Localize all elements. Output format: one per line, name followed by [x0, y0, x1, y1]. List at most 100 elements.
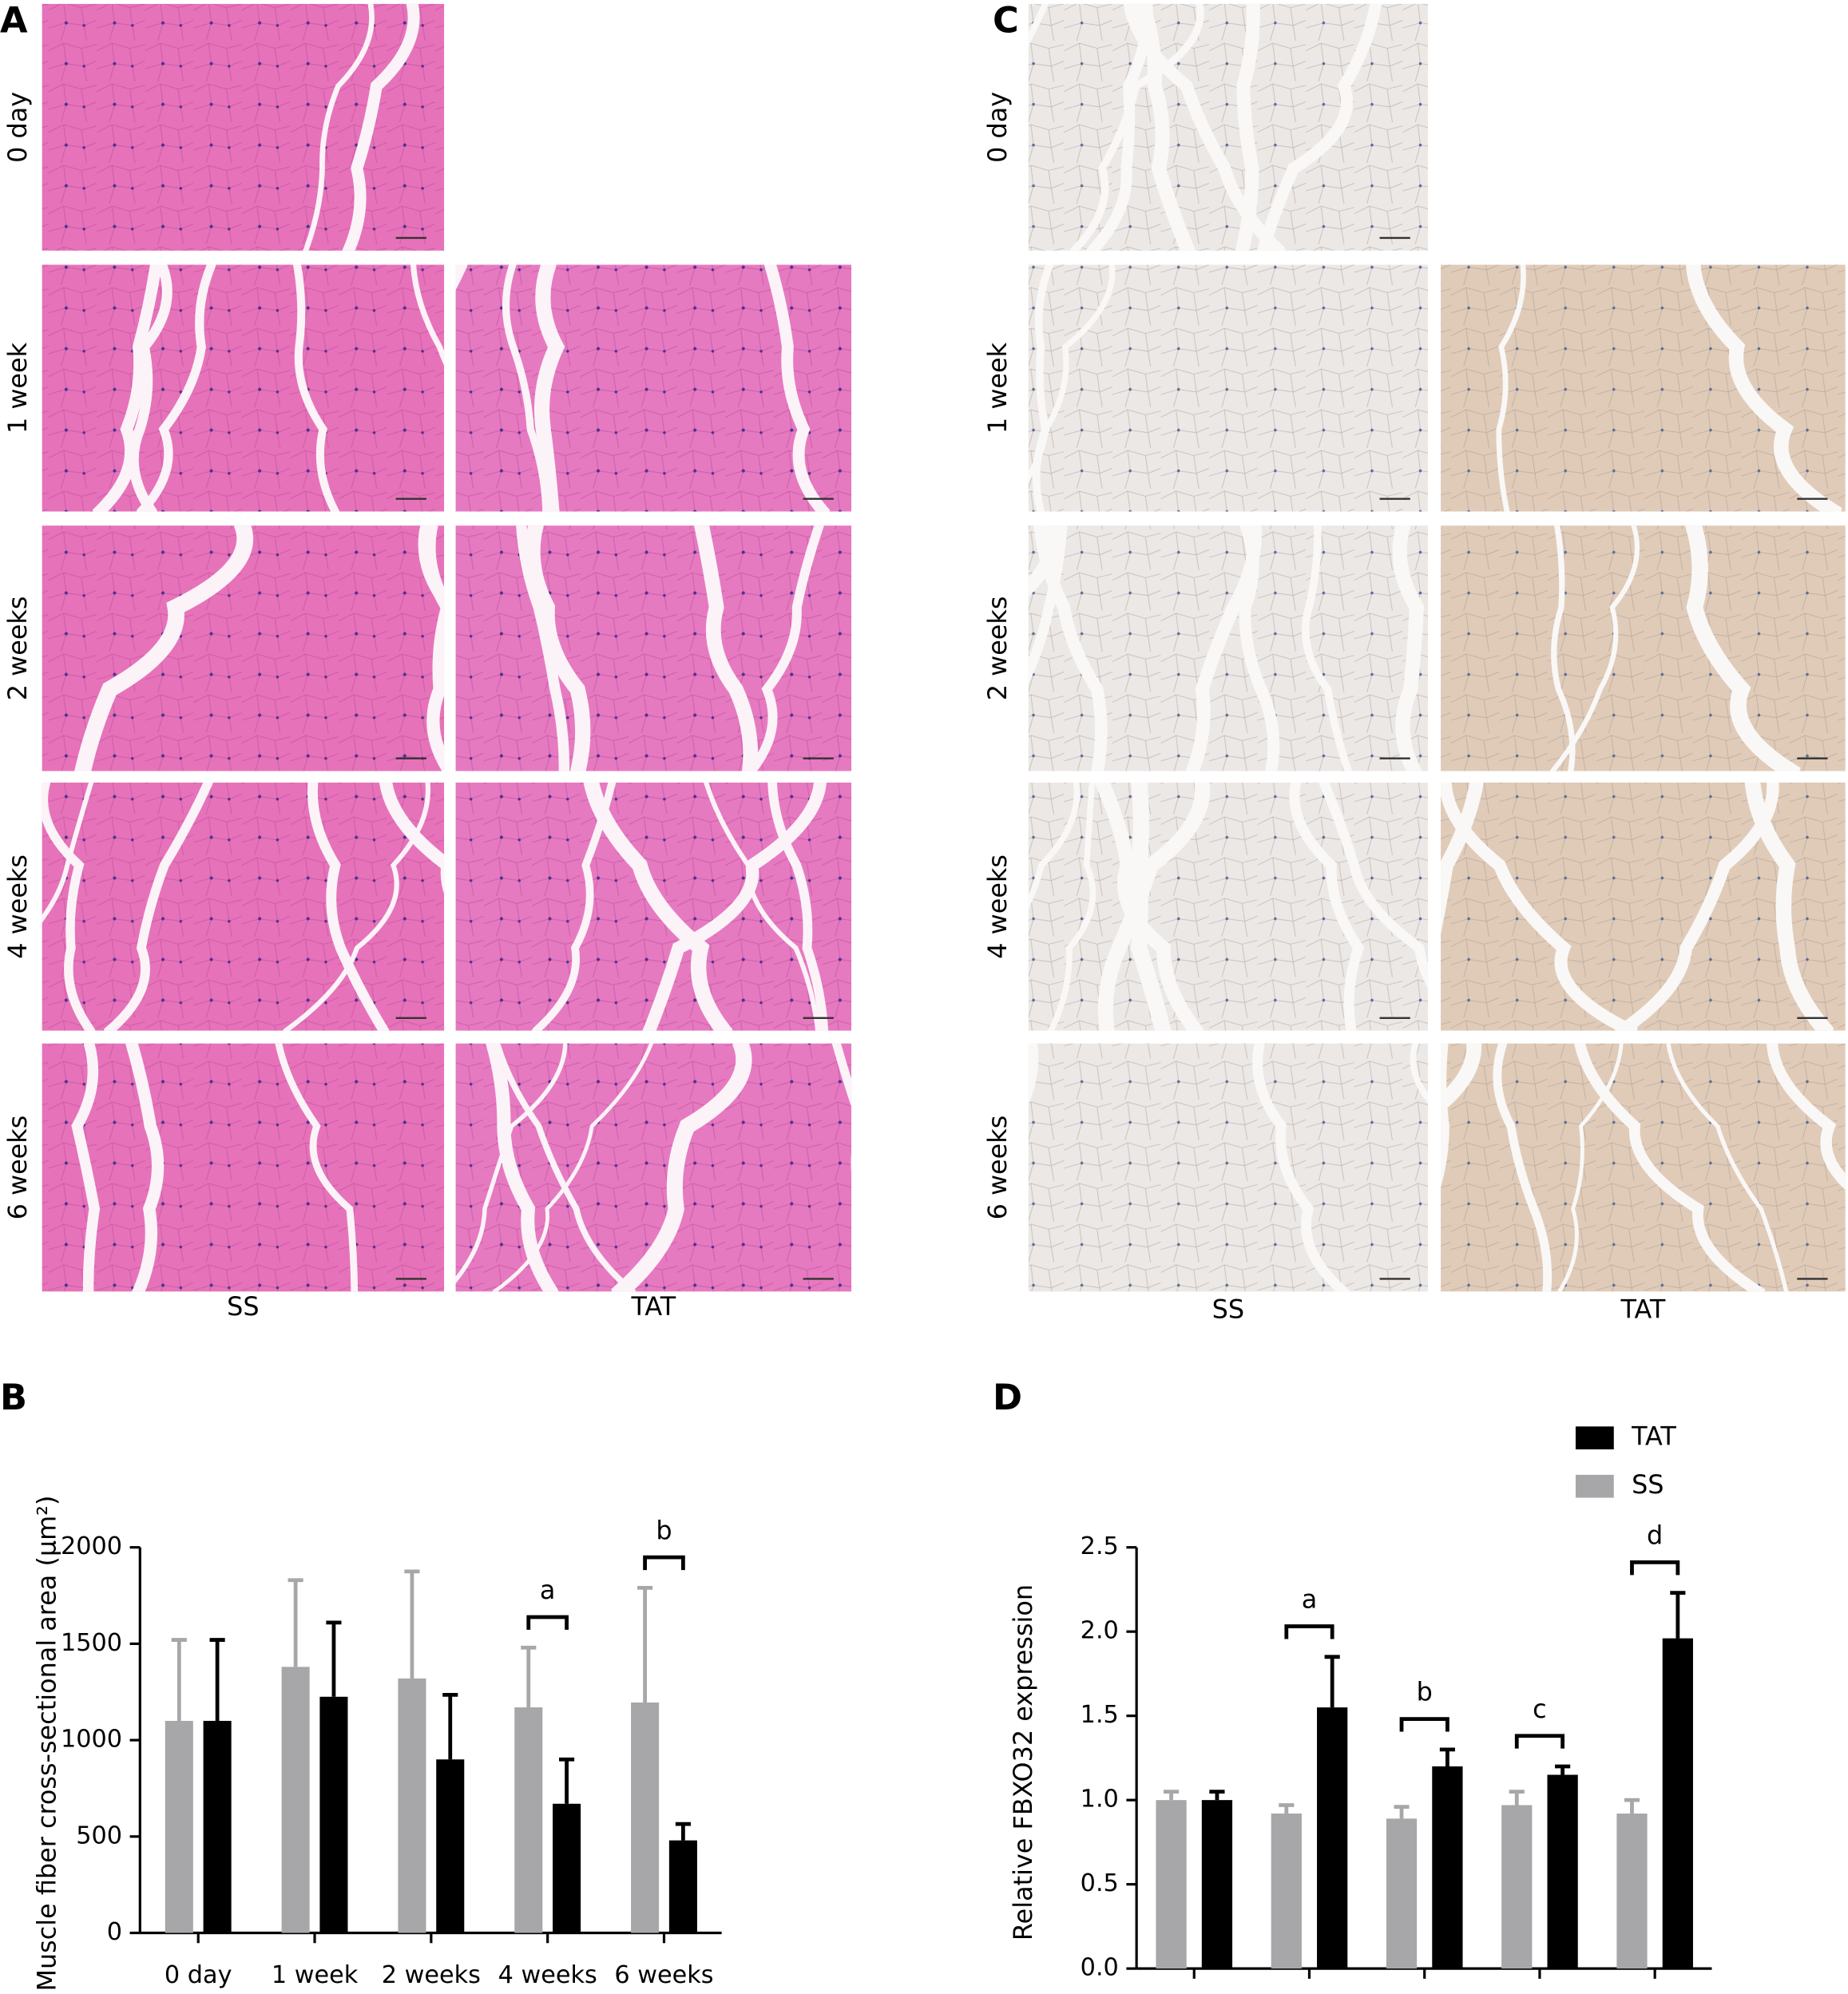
- significance-label: d: [1647, 1520, 1663, 1551]
- significance-bracket: [1630, 1560, 1680, 1576]
- tissue-gap: [502, 264, 550, 512]
- tissue-gap: [455, 1043, 568, 1284]
- legend-swatch: [1575, 1426, 1614, 1449]
- row-label: 4 weeks: [982, 854, 1013, 959]
- tissue-gap: [74, 525, 253, 771]
- error-bar: [1439, 1747, 1455, 1766]
- tissue-gap: [125, 1043, 165, 1292]
- tissue-texture: [42, 264, 445, 512]
- micrograph: [42, 264, 445, 512]
- y-tick-label: 0.5: [1081, 1869, 1119, 1897]
- bar: [203, 1720, 232, 1933]
- bar: [1271, 1814, 1302, 1969]
- tissue-gap: [1252, 1043, 1350, 1292]
- tissue-texture: [42, 3, 445, 251]
- tissue-gap: [1441, 1043, 1482, 1114]
- bar: [668, 1840, 697, 1933]
- y-tick-label: 2.0: [1081, 1617, 1119, 1645]
- significance-bracket: [643, 1555, 685, 1571]
- tissue-gap: [418, 525, 445, 612]
- tissue-gap: [1032, 264, 1054, 512]
- micrograph: [1028, 3, 1429, 251]
- tissue-texture: [42, 1043, 445, 1292]
- error-bar: [288, 1578, 303, 1667]
- significance-bracket: [526, 1615, 569, 1630]
- micrograph: [1441, 264, 1846, 512]
- tissue-gap: [293, 264, 339, 512]
- error-bar: [209, 1638, 225, 1721]
- tissue-gap: [763, 264, 831, 512]
- tissue-gap: [1235, 3, 1260, 251]
- tissue-gap: [694, 525, 759, 771]
- micrograph: [42, 782, 445, 1031]
- significance-bracket: [1284, 1624, 1334, 1639]
- tissue-texture: [1028, 525, 1429, 771]
- tissue-gap: [1557, 1043, 1624, 1292]
- bar: [1501, 1805, 1533, 1969]
- tissue-gap: [1028, 525, 1068, 684]
- tissue-texture: [1028, 1043, 1429, 1292]
- tissue-gap: [1095, 782, 1204, 1031]
- tissue-gap: [42, 782, 96, 1031]
- tissue-gap: [410, 264, 445, 367]
- tissue-gap: [642, 782, 827, 1031]
- tissue-gap: [1441, 782, 1484, 935]
- significance-label: a: [540, 1575, 556, 1605]
- error-bar: [1164, 1790, 1180, 1801]
- x-tick-label: 0 day: [165, 1961, 232, 1989]
- tissue-gap: [379, 782, 445, 894]
- row-label: 2 weeks: [2, 597, 33, 701]
- bar: [398, 1678, 426, 1933]
- tissue-gap: [1767, 1043, 1846, 1191]
- x-tick-label: 1 week: [272, 1961, 359, 1989]
- tissue-gap: [1289, 782, 1365, 1031]
- error-bar: [442, 1692, 458, 1760]
- tissue-gap: [1686, 264, 1842, 512]
- panel-label: D: [993, 1377, 1022, 1418]
- y-axis-label: Relative FBXO32 expression: [1008, 1584, 1038, 1940]
- tissue-gap: [1028, 782, 1081, 910]
- panel-label: A: [0, 0, 28, 42]
- tissue-gap: [1410, 1043, 1429, 1104]
- tissue-gap: [1069, 3, 1204, 251]
- row-label: 6 weeks: [2, 1116, 33, 1220]
- tissue-gap: [1685, 525, 1801, 771]
- error-bar: [1509, 1790, 1525, 1806]
- tissue-gap: [583, 782, 733, 1031]
- tissue-gap: [492, 1043, 653, 1292]
- error-bar: [521, 1645, 537, 1708]
- tissue-gap: [1239, 525, 1280, 771]
- tissue-gap: [342, 3, 420, 251]
- micrograph: [1441, 782, 1846, 1031]
- error-bar: [1670, 1591, 1686, 1639]
- x-tick-label: 6 weeks: [614, 1961, 713, 1989]
- tissue-gap: [1131, 782, 1172, 1031]
- row-label: 0 day: [982, 92, 1013, 163]
- tissue-gap: [307, 782, 390, 1031]
- tissue-gap: [1028, 525, 1059, 597]
- tissue-gap: [128, 264, 173, 512]
- panel-label: B: [0, 1377, 27, 1418]
- error-bar: [1555, 1764, 1571, 1775]
- row-label: 0 day: [2, 92, 33, 163]
- tissue-gap: [1549, 525, 1640, 771]
- row-label: 1 week: [982, 342, 1013, 434]
- significance-bracket: [1514, 1734, 1565, 1749]
- row-label: 2 weeks: [982, 597, 1013, 701]
- significance-label: c: [1533, 1694, 1547, 1724]
- tissue-gap: [531, 782, 617, 1031]
- significance-label: b: [656, 1515, 672, 1545]
- micrograph: [1028, 525, 1429, 771]
- tissue-gap: [303, 3, 375, 251]
- y-tick-label: 1000: [61, 1726, 122, 1754]
- error-bar: [559, 1757, 575, 1804]
- y-tick-label: 0.0: [1081, 1954, 1119, 1982]
- error-bar: [1324, 1655, 1340, 1708]
- significance-bracket: [1399, 1717, 1449, 1732]
- panel-label: C: [993, 0, 1019, 42]
- tissue-gap: [704, 782, 821, 1031]
- bar: [165, 1720, 193, 1933]
- column-label: TAT: [630, 1291, 676, 1322]
- micrograph: [455, 525, 852, 771]
